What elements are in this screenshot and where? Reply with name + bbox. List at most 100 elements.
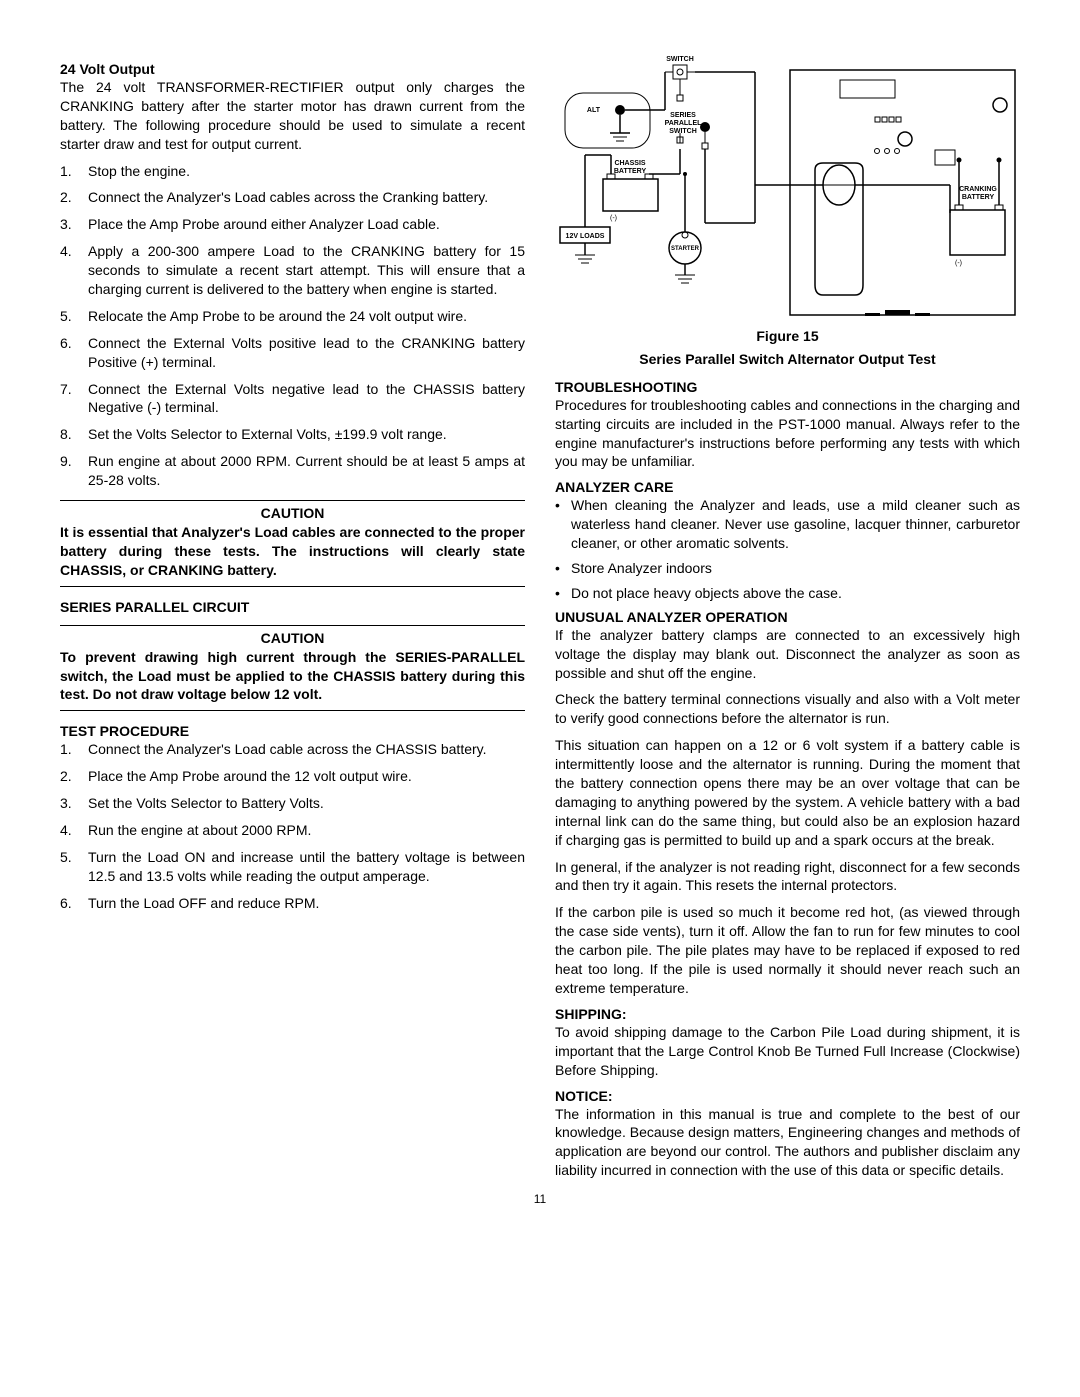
circuit-diagram-icon: CHASSIS BATTERY (-) SWITCH ALT bbox=[555, 55, 1020, 320]
troubleshooting-title: TROUBLESHOOTING bbox=[555, 379, 1020, 395]
step-text: Apply a 200-300 ampere Load to the CRANK… bbox=[88, 242, 525, 299]
list-item: 4.Run the engine at about 2000 RPM. bbox=[60, 821, 525, 840]
notice-para: The information in this manual is true a… bbox=[555, 1105, 1020, 1181]
step-text: Relocate the Amp Probe to be around the … bbox=[88, 307, 525, 326]
list-item: 8.Set the Volts Selector to External Vol… bbox=[60, 425, 525, 444]
list-item: 4.Apply a 200-300 ampere Load to the CRA… bbox=[60, 242, 525, 299]
figure-number: Figure 15 bbox=[555, 327, 1020, 346]
heading-24v: 24 Volt Output bbox=[60, 61, 525, 77]
list-item: •Store Analyzer indoors bbox=[555, 559, 1020, 578]
step-text: Connect the External Volts positive lead… bbox=[88, 334, 525, 372]
unusual-p2: Check the battery terminal connections v… bbox=[555, 690, 1020, 728]
unusual-p5: If the carbon pile is used so much it be… bbox=[555, 903, 1020, 997]
step-text: Turn the Load OFF and reduce RPM. bbox=[88, 894, 525, 913]
step-num: 2. bbox=[60, 188, 88, 207]
step-num: 3. bbox=[60, 794, 88, 813]
chassis-label: CHASSIS bbox=[614, 160, 645, 167]
list-item: 5.Turn the Load ON and increase until th… bbox=[60, 848, 525, 886]
step-num: 3. bbox=[60, 215, 88, 234]
figure-15: CHASSIS BATTERY (-) SWITCH ALT bbox=[555, 55, 1020, 369]
unusual-p1: If the analyzer battery clamps are conne… bbox=[555, 626, 1020, 683]
step-text: Place the Amp Probe around either Analyz… bbox=[88, 215, 525, 234]
figure-title: Series Parallel Switch Alternator Output… bbox=[555, 350, 1020, 369]
unusual-p3: This situation can happen on a 12 or 6 v… bbox=[555, 736, 1020, 849]
list-item: 3.Place the Amp Probe around either Anal… bbox=[60, 215, 525, 234]
bullet-icon: • bbox=[555, 584, 571, 603]
step-text: Connect the Analyzer's Load cables acros… bbox=[88, 188, 525, 207]
care-text: Store Analyzer indoors bbox=[571, 559, 1020, 578]
step-text: Place the Amp Probe around the 12 volt o… bbox=[88, 767, 525, 786]
sps-label1: SERIES bbox=[670, 112, 696, 119]
step-text: Set the Volts Selector to External Volts… bbox=[88, 425, 525, 444]
list-item: 5.Relocate the Amp Probe to be around th… bbox=[60, 307, 525, 326]
list-item: 3.Set the Volts Selector to Battery Volt… bbox=[60, 794, 525, 813]
step-num: 7. bbox=[60, 380, 88, 418]
svg-text:(-): (-) bbox=[610, 215, 617, 222]
test-procedure-title: TEST PROCEDURE bbox=[60, 723, 525, 739]
list-item: 6.Connect the External Volts positive le… bbox=[60, 334, 525, 372]
starter-label: STARTER bbox=[671, 246, 700, 252]
crank-label2: BATTERY bbox=[962, 194, 995, 201]
step-text: Stop the engine. bbox=[88, 162, 525, 181]
series-parallel-title: SERIES PARALLEL CIRCUIT bbox=[60, 599, 525, 615]
care-list: •When cleaning the Analyzer and leads, u… bbox=[555, 496, 1020, 602]
step-text: Run engine at about 2000 RPM. Current sh… bbox=[88, 452, 525, 490]
step-num: 4. bbox=[60, 821, 88, 840]
list-item: 7.Connect the External Volts negative le… bbox=[60, 380, 525, 418]
caution-text: To prevent drawing high current through … bbox=[60, 648, 525, 705]
left-column: 24 Volt Output The 24 volt TRANSFORMER-R… bbox=[60, 55, 525, 1188]
switch-label: SWITCH bbox=[666, 56, 694, 63]
caution-title: CAUTION bbox=[60, 505, 525, 521]
step-text: Connect the External Volts negative lead… bbox=[88, 380, 525, 418]
loads-label: 12V LOADS bbox=[566, 233, 605, 240]
shipping-para: To avoid shipping damage to the Carbon P… bbox=[555, 1023, 1020, 1080]
list-item: 2.Place the Amp Probe around the 12 volt… bbox=[60, 767, 525, 786]
care-text: Do not place heavy objects above the cas… bbox=[571, 584, 1020, 603]
test-steps: 1.Connect the Analyzer's Load cable acro… bbox=[60, 740, 525, 912]
para-24v: The 24 volt TRANSFORMER-RECTIFIER output… bbox=[60, 78, 525, 154]
list-item: •When cleaning the Analyzer and leads, u… bbox=[555, 496, 1020, 553]
unusual-title: UNUSUAL ANALYZER OPERATION bbox=[555, 609, 1020, 625]
step-num: 5. bbox=[60, 307, 88, 326]
crank-label1: CRANKING bbox=[959, 186, 997, 193]
step-num: 4. bbox=[60, 242, 88, 299]
list-item: 2.Connect the Analyzer's Load cables acr… bbox=[60, 188, 525, 207]
list-item: 1.Connect the Analyzer's Load cable acro… bbox=[60, 740, 525, 759]
caution-block-2: CAUTION To prevent drawing high current … bbox=[60, 625, 525, 712]
caution-text: It is essential that Analyzer's Load cab… bbox=[60, 523, 525, 580]
right-column: CHASSIS BATTERY (-) SWITCH ALT bbox=[555, 55, 1020, 1188]
page-number: 11 bbox=[60, 1192, 1020, 1206]
sps-label3: SWITCH bbox=[669, 128, 697, 135]
sps-label2: PARALLEL bbox=[665, 120, 703, 127]
chassis-label2: BATTERY bbox=[614, 168, 647, 175]
shipping-title: SHIPPING: bbox=[555, 1006, 1020, 1022]
step-num: 5. bbox=[60, 848, 88, 886]
step-num: 1. bbox=[60, 162, 88, 181]
troubleshooting-para: Procedures for troubleshooting cables an… bbox=[555, 396, 1020, 472]
step-num: 2. bbox=[60, 767, 88, 786]
step-text: Connect the Analyzer's Load cable across… bbox=[88, 740, 525, 759]
step-num: 6. bbox=[60, 334, 88, 372]
bullet-icon: • bbox=[555, 496, 571, 553]
caution-title: CAUTION bbox=[60, 630, 525, 646]
bullet-icon: • bbox=[555, 559, 571, 578]
step-num: 8. bbox=[60, 425, 88, 444]
care-title: ANALYZER CARE bbox=[555, 479, 1020, 495]
notice-title: NOTICE: bbox=[555, 1088, 1020, 1104]
list-item: •Do not place heavy objects above the ca… bbox=[555, 584, 1020, 603]
step-text: Turn the Load ON and increase until the … bbox=[88, 848, 525, 886]
svg-text:(-): (-) bbox=[955, 260, 962, 267]
unusual-p4: In general, if the analyzer is not readi… bbox=[555, 858, 1020, 896]
step-text: Set the Volts Selector to Battery Volts. bbox=[88, 794, 525, 813]
step-num: 6. bbox=[60, 894, 88, 913]
list-item: 1.Stop the engine. bbox=[60, 162, 525, 181]
alt-label: ALT bbox=[587, 107, 601, 114]
care-text: When cleaning the Analyzer and leads, us… bbox=[571, 496, 1020, 553]
list-item: 9.Run engine at about 2000 RPM. Current … bbox=[60, 452, 525, 490]
step-num: 9. bbox=[60, 452, 88, 490]
caution-block-1: CAUTION It is essential that Analyzer's … bbox=[60, 500, 525, 587]
page-body: 24 Volt Output The 24 volt TRANSFORMER-R… bbox=[60, 55, 1020, 1188]
step-num: 1. bbox=[60, 740, 88, 759]
steps-24v: 1.Stop the engine. 2.Connect the Analyze… bbox=[60, 162, 525, 490]
step-text: Run the engine at about 2000 RPM. bbox=[88, 821, 525, 840]
